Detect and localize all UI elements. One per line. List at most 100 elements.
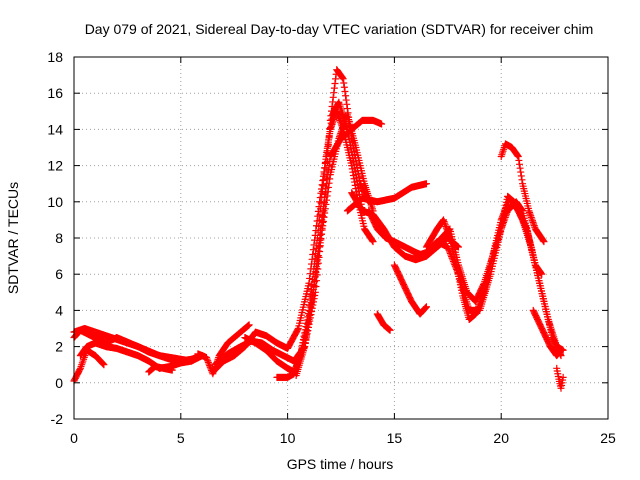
series-arc-12 (343, 180, 430, 215)
chart-title: Day 079 of 2021, Sidereal Day-to-day VTE… (85, 21, 594, 37)
y-tick-label: 0 (55, 375, 63, 391)
data-point (321, 189, 329, 197)
axis-ticks: 0 5 10 15 20 25 -2 0 2 4 6 8 10 12 14 16 18 (47, 49, 616, 446)
data-point (325, 162, 333, 170)
data-point (339, 123, 347, 131)
data-point (206, 363, 214, 371)
data-point (339, 75, 347, 83)
data-point (202, 353, 210, 361)
data-point (319, 222, 327, 230)
grid (74, 57, 608, 419)
series-arc-3 (70, 346, 108, 385)
data-point (323, 148, 331, 156)
data-point (304, 319, 312, 327)
data-point (316, 231, 324, 239)
x-tick-label: 5 (177, 430, 185, 446)
data-point (517, 172, 525, 180)
data-point (338, 126, 346, 134)
data-point (347, 145, 355, 153)
data-point (514, 153, 522, 161)
data-point (342, 96, 350, 104)
y-tick-label: 4 (55, 302, 63, 318)
data-point (472, 308, 480, 316)
data-point (301, 339, 309, 347)
data-point (559, 373, 567, 381)
data-point (557, 346, 565, 354)
series-arc-21 (553, 364, 567, 392)
data-point (340, 83, 348, 91)
y-tick-label: -2 (51, 411, 64, 427)
data-point (498, 149, 506, 157)
data-point (517, 168, 525, 176)
data-point (307, 304, 315, 312)
x-axis-label: GPS time / hours (287, 456, 394, 472)
data-point (324, 166, 332, 174)
data-point (323, 175, 331, 183)
data-point (476, 298, 484, 306)
data-point (302, 335, 310, 343)
data-point (556, 348, 564, 356)
data-point (340, 121, 348, 129)
data-point (294, 326, 302, 334)
data-point (474, 304, 482, 312)
data-point (350, 161, 358, 169)
data-point (327, 123, 335, 131)
y-tick-label: 6 (55, 266, 63, 282)
data-point (476, 299, 484, 307)
data-point (518, 176, 526, 184)
data-point (475, 302, 483, 310)
data-point (322, 184, 330, 192)
data-point (314, 252, 322, 260)
data-point (305, 315, 313, 323)
data-point (310, 278, 318, 286)
data-point (499, 211, 507, 219)
data-point (422, 303, 430, 311)
data-point (444, 243, 452, 251)
series-arc-16 (390, 261, 430, 318)
data-point (498, 151, 506, 159)
data-point (99, 360, 107, 368)
data-point (327, 119, 335, 127)
data-point (501, 205, 509, 213)
data-point (349, 154, 357, 162)
data-point (340, 79, 348, 87)
data-point (309, 251, 317, 259)
series-arc-5 (145, 363, 176, 376)
data-point (351, 164, 359, 172)
data-point (340, 119, 348, 127)
x-tick-label: 10 (280, 430, 296, 446)
series-arc-15 (373, 310, 394, 334)
data-point (540, 238, 548, 246)
y-tick-label: 16 (47, 85, 63, 101)
data-point (473, 307, 481, 315)
data-point (303, 327, 311, 335)
data-point (314, 247, 322, 255)
data-point (317, 226, 325, 234)
data-point (306, 308, 314, 316)
data-point (309, 292, 317, 300)
data-point (307, 300, 315, 308)
data-point (478, 293, 486, 301)
data-point (203, 355, 211, 363)
data-point (310, 283, 318, 291)
data-point (318, 230, 326, 238)
series-arc-20 (529, 306, 565, 360)
data-point (473, 305, 481, 313)
data-point (328, 115, 336, 123)
x-tick-label: 0 (70, 430, 78, 446)
data-point (341, 88, 349, 96)
data-point (369, 238, 377, 246)
data-point (304, 323, 312, 331)
data-point (479, 291, 487, 299)
data-point (516, 164, 524, 172)
data-point (318, 181, 326, 189)
data-point (318, 216, 326, 224)
data-point (500, 210, 508, 218)
data-point (323, 144, 331, 152)
data-point (320, 202, 328, 210)
data-point (324, 171, 332, 179)
data-point (497, 153, 505, 161)
y-tick-label: 2 (55, 339, 63, 355)
y-tick-label: 10 (47, 194, 63, 210)
